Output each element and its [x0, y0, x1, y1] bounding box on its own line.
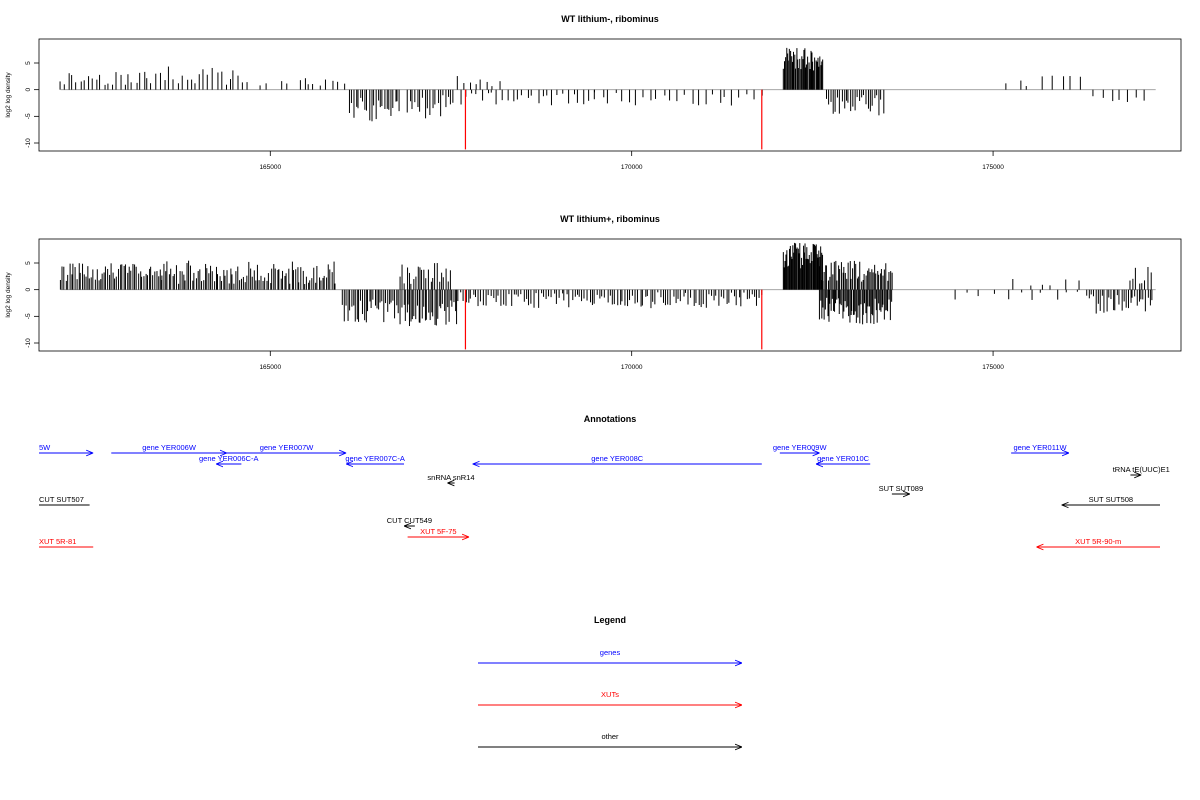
y-tick-label: -5	[25, 313, 32, 319]
x-tick-label: 175000	[982, 364, 1004, 371]
feature-label: CUT SUT507	[39, 495, 84, 504]
highlight-markers	[464, 89, 763, 150]
plot-frame	[38, 38, 1182, 152]
legend-label: genes	[600, 648, 621, 657]
panel-title: WT lithium+, ribominus	[560, 214, 660, 224]
y-tick-label: -10	[25, 138, 32, 148]
plot-frame	[38, 238, 1182, 352]
highlight-markers	[464, 289, 763, 350]
annotations-track: Annotations 5W gene YER006W gene YER007Wge…	[39, 414, 1170, 547]
axes: 165000 170000 175000 -10 -5 0 5	[25, 261, 1004, 371]
x-tick-label: 170000	[621, 364, 643, 371]
legend-label: other	[601, 732, 619, 741]
feature-label: snRNA snR14	[427, 473, 474, 482]
feature-label: gene YER010C	[817, 454, 870, 463]
x-tick-label: 165000	[259, 364, 281, 371]
y-tick-label: -10	[25, 338, 32, 348]
legend-items: genes XUTs other	[478, 648, 742, 747]
feature-label: gene YER007C-A	[345, 454, 404, 463]
feature-label: SUT SUT089	[879, 484, 923, 493]
x-tick-label: 170000	[621, 164, 643, 171]
feature-label: CUT CUT549	[387, 516, 432, 525]
y-tick-label: 5	[25, 61, 32, 65]
feature-label: gene YER009W	[773, 443, 828, 452]
y-tick-label: -5	[25, 113, 32, 119]
feature-label: XUT 5R-81	[39, 537, 76, 546]
feature-label: XUT 5F-75	[420, 527, 457, 536]
feature-label: gene YER011W	[1014, 443, 1068, 452]
feature-label: gene YER007W	[260, 443, 315, 452]
feature-label: gene YER008C	[591, 454, 644, 463]
axes: 165000 170000 175000 -10 -5 0 5	[25, 61, 1004, 171]
feature-label: gene YER006C-A	[199, 454, 258, 463]
feature-label: SUT SUT508	[1089, 495, 1133, 504]
y-axis-label: log2 log density	[5, 72, 12, 118]
panel-title: WT lithium-, ribominus	[561, 14, 659, 24]
y-axis-label: log2 log density	[5, 272, 12, 318]
legend-label: XUTs	[601, 690, 619, 699]
feature-label: 5W	[39, 443, 51, 452]
coverage-panel-lithium-plus: WT lithium+, ribominus log2 log density …	[5, 214, 1182, 371]
y-tick-label: 5	[25, 261, 32, 265]
legend-title: Legend	[594, 615, 626, 625]
feature-label: tRNA tE(UUC)E1	[1113, 465, 1170, 474]
annotations-title: Annotations	[584, 414, 637, 424]
legend: Legend genes XUTs other	[478, 615, 742, 747]
coverage-bars	[59, 242, 1153, 327]
coverage-bars	[59, 47, 1145, 122]
x-tick-label: 175000	[982, 164, 1004, 171]
y-tick-label: 0	[25, 87, 32, 91]
y-tick-label: 0	[25, 287, 32, 291]
x-tick-label: 165000	[259, 164, 281, 171]
feature-label: gene YER006W	[142, 443, 197, 452]
feature-label: XUT 5R-90-m	[1075, 537, 1121, 546]
coverage-panel-lithium-minus: WT lithium-, ribominus log2 log density …	[5, 14, 1182, 171]
